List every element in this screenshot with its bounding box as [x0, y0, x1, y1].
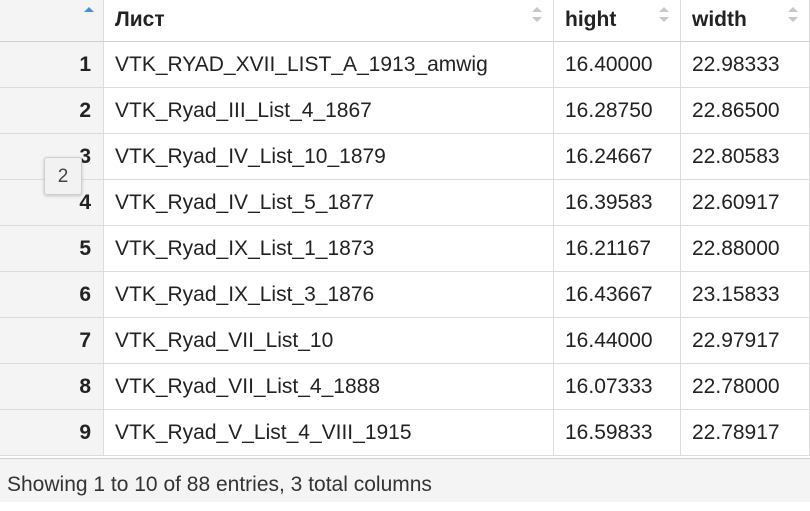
cell: 16.21167 — [554, 226, 681, 272]
cell: VTK_Ryad_IX_List_3_1876 — [104, 272, 554, 318]
row-index: 1 — [0, 42, 104, 88]
sort-down — [532, 17, 542, 22]
cell: 16.07333 — [554, 364, 681, 410]
cell: VTK_Ryad_III_List_4_1867 — [104, 88, 554, 134]
row-index: 5 — [0, 226, 104, 272]
sort-icon[interactable] — [531, 4, 543, 26]
cell: VTK_Ryad_IV_List_5_1877 — [104, 180, 554, 226]
cell: VTK_Ryad_IX_List_1_1873 — [104, 226, 554, 272]
cell: 22.88000 — [681, 226, 810, 272]
sort-up — [532, 7, 542, 12]
cell: 22.98333 — [681, 42, 810, 88]
cell: 23.15833 — [681, 272, 810, 318]
row-index: 6 — [0, 272, 104, 318]
cell: 16.24667 — [554, 134, 681, 180]
sort-up — [659, 7, 669, 12]
column-header[interactable]: width — [681, 0, 810, 42]
column-header[interactable]: hight — [554, 0, 681, 42]
cell: 16.43667 — [554, 272, 681, 318]
cell: 22.86500 — [681, 88, 810, 134]
sort-down — [659, 17, 669, 22]
cell: 16.39583 — [554, 180, 681, 226]
sort-down — [788, 17, 798, 22]
index-header[interactable] — [0, 0, 104, 42]
cell: 16.44000 — [554, 318, 681, 364]
sort-icon[interactable] — [658, 4, 670, 26]
cell: 22.97917 — [681, 318, 810, 364]
cell: VTK_Ryad_VII_List_10 — [104, 318, 554, 364]
cell: 16.28750 — [554, 88, 681, 134]
cell: 16.59833 — [554, 410, 681, 456]
sort-up — [84, 7, 94, 12]
footer: Showing 1 to 10 of 88 entries, 3 total c… — [0, 458, 810, 502]
cell: VTK_Ryad_IV_List_10_1879 — [104, 134, 554, 180]
row-index: 9 — [0, 410, 104, 456]
cell: 16.40000 — [554, 42, 681, 88]
tooltip: 2 — [44, 157, 82, 195]
row-index: 7 — [0, 318, 104, 364]
sort-icon[interactable] — [787, 4, 799, 26]
row-index: 2 — [0, 88, 104, 134]
cell: 22.60917 — [681, 180, 810, 226]
cell: VTK_Ryad_VII_List_4_1888 — [104, 364, 554, 410]
column-header[interactable]: Лист — [104, 0, 554, 42]
cell: VTK_RYAD_XVII_LIST_A_1913_amwig — [104, 42, 554, 88]
cell: 22.80583 — [681, 134, 810, 180]
row-index: 8 — [0, 364, 104, 410]
cell: 22.78000 — [681, 364, 810, 410]
cell: VTK_Ryad_V_List_4_VIII_1915 — [104, 410, 554, 456]
cell: 22.78917 — [681, 410, 810, 456]
sort-up — [788, 7, 798, 12]
sort-icon[interactable] — [83, 4, 95, 26]
